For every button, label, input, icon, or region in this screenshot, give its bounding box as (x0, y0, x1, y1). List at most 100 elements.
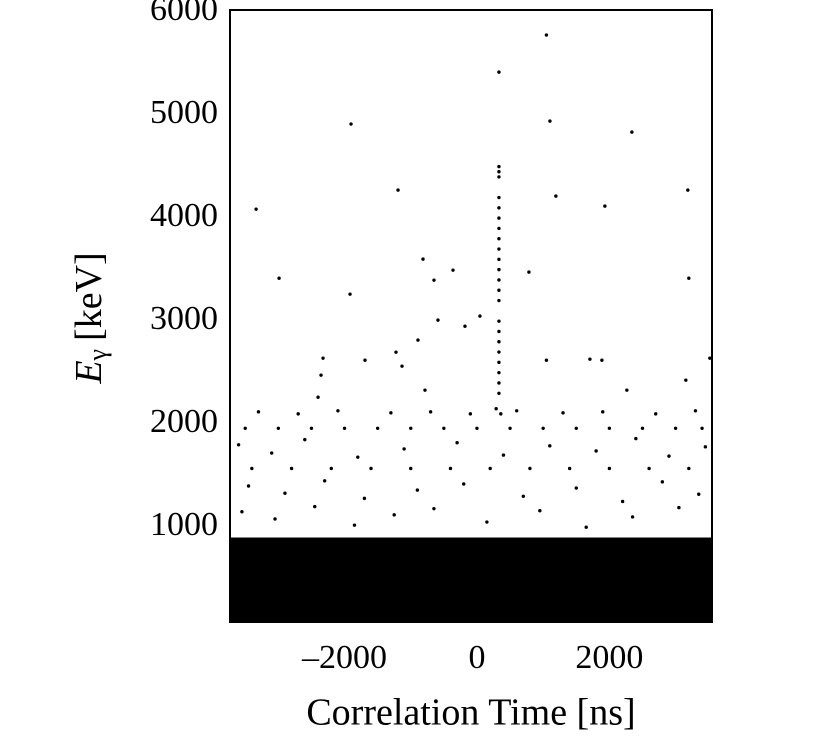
point (574, 486, 578, 490)
point (703, 445, 708, 449)
point (369, 466, 373, 471)
point (316, 395, 320, 399)
point (392, 513, 396, 517)
point (462, 482, 466, 486)
point (428, 410, 433, 414)
point (497, 350, 501, 354)
y-tick-label: 5000 (150, 94, 218, 131)
point (687, 276, 691, 280)
plot-frame (229, 9, 713, 623)
point (497, 381, 501, 385)
point (541, 426, 545, 431)
dense-region (230, 537, 712, 622)
y-tick-label: 3000 (150, 300, 218, 337)
x-tick-label: 0 (468, 639, 485, 676)
point (423, 388, 427, 392)
point (250, 466, 254, 471)
point (544, 33, 549, 37)
point (497, 329, 501, 334)
point (497, 391, 501, 395)
point (375, 426, 380, 431)
point (319, 373, 323, 377)
point (620, 499, 625, 504)
y-tick-label: 1000 (150, 506, 218, 543)
point (497, 340, 501, 344)
point (356, 455, 360, 459)
y-label-unit: [keV] (68, 252, 110, 341)
point (528, 466, 532, 471)
point (436, 318, 440, 322)
x-tick-label: 2000 (575, 639, 643, 676)
y-axis-label: Eγ [keV] (68, 252, 112, 384)
point (497, 226, 501, 231)
point (497, 257, 501, 262)
point (544, 358, 549, 362)
point (451, 268, 455, 272)
point (497, 206, 501, 210)
point (442, 426, 446, 431)
point (497, 170, 501, 174)
point (322, 479, 327, 483)
point (402, 447, 406, 451)
point (521, 494, 526, 499)
point (277, 276, 281, 280)
point (640, 426, 645, 431)
point (497, 216, 501, 220)
point (497, 370, 501, 375)
point (485, 520, 489, 524)
x-tick-label: –2000 (301, 639, 387, 676)
point (497, 164, 501, 169)
point (497, 70, 501, 74)
point (497, 278, 501, 282)
point (497, 195, 501, 200)
x-axis-label: Correlation Time [ns] (306, 692, 635, 734)
point (561, 411, 565, 415)
point (654, 412, 658, 416)
point (270, 451, 274, 455)
point (497, 298, 501, 303)
point (303, 437, 307, 442)
point (463, 324, 467, 328)
point (409, 426, 413, 431)
point (478, 314, 482, 318)
point (497, 237, 501, 241)
point (276, 426, 281, 431)
point (527, 270, 531, 274)
point (415, 488, 420, 492)
point (448, 466, 453, 471)
point (687, 466, 691, 471)
point (497, 175, 501, 179)
point (588, 357, 592, 361)
point (289, 466, 294, 471)
y-label-subscript: γ (83, 349, 112, 362)
point (236, 443, 241, 447)
point (667, 454, 671, 458)
point (246, 484, 251, 488)
point (686, 188, 690, 192)
point (630, 515, 635, 519)
point (625, 388, 629, 392)
point (409, 466, 413, 471)
point (313, 504, 317, 509)
point (548, 119, 552, 123)
point (574, 426, 578, 431)
point (432, 506, 436, 511)
point (499, 412, 503, 416)
point (273, 517, 277, 521)
point (475, 426, 479, 431)
y-tick-label: 2000 (150, 403, 218, 440)
point (677, 505, 681, 510)
point (601, 410, 605, 414)
point (342, 426, 347, 431)
point (488, 466, 492, 471)
point (548, 444, 552, 448)
point (584, 525, 588, 529)
point (684, 378, 688, 382)
point (416, 338, 420, 342)
point (497, 319, 501, 323)
point (348, 292, 352, 296)
point (630, 130, 634, 134)
point (508, 426, 512, 431)
point (607, 426, 612, 431)
